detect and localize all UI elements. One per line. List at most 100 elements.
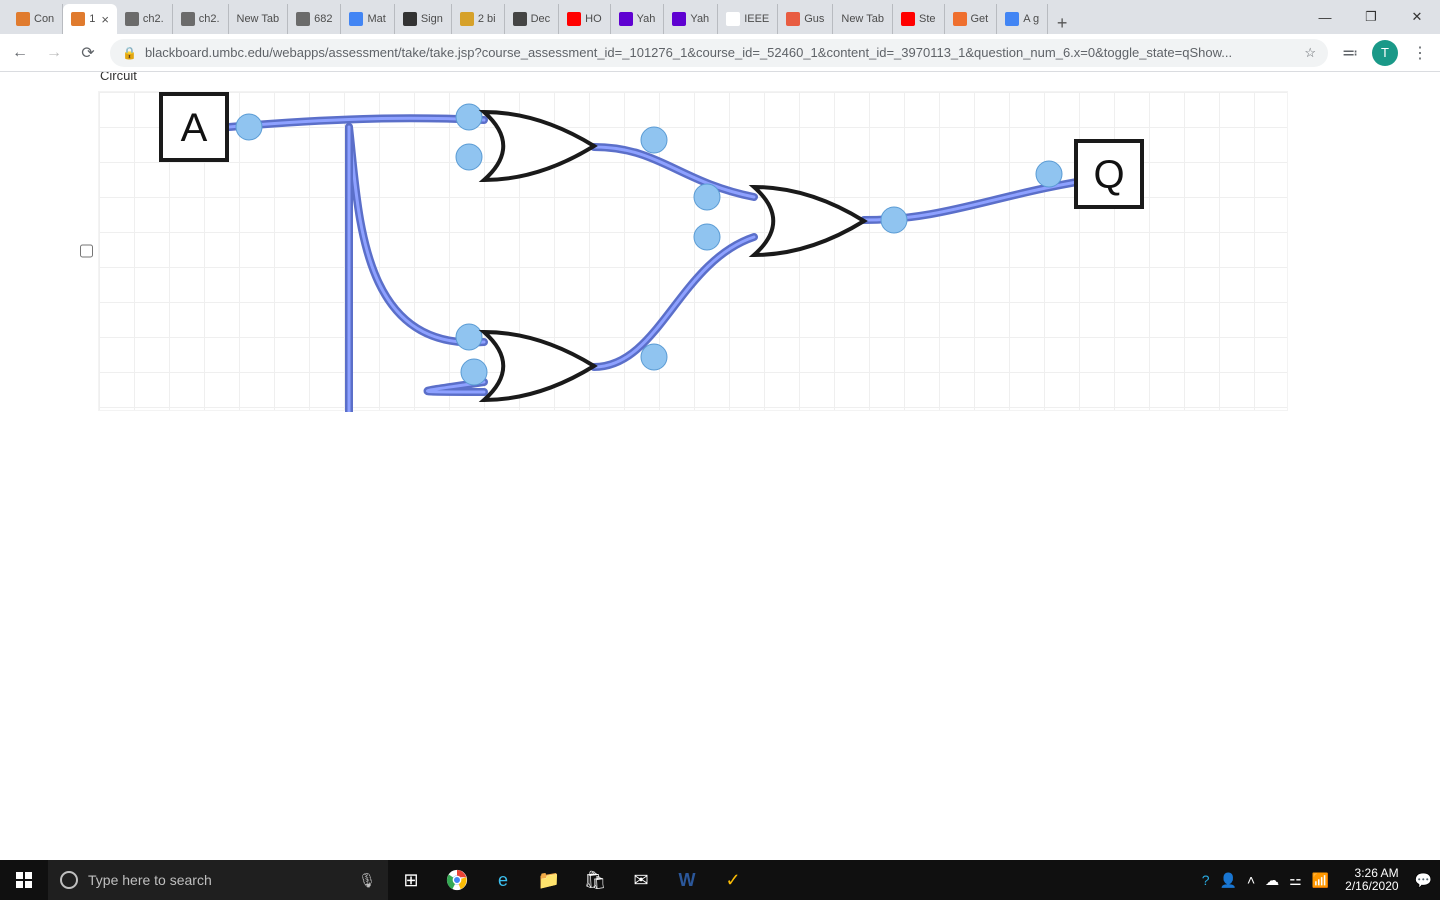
tab-favicon bbox=[349, 12, 363, 26]
tab-label: Yah bbox=[637, 13, 656, 25]
tab-label: ch2. bbox=[143, 13, 164, 25]
tab-label: Sign bbox=[421, 13, 443, 25]
circuit-2-checkbox[interactable] bbox=[80, 245, 93, 258]
browser-tab[interactable]: 682 bbox=[288, 4, 341, 34]
profile-avatar[interactable]: T bbox=[1372, 40, 1398, 66]
task-view-icon[interactable]: ⊞ bbox=[388, 860, 434, 900]
system-tray: ? 👤 ˄ ☁ ⚍ 📶 3:26 AM 2/16/2020 💬 bbox=[1194, 860, 1440, 900]
tab-label: Dec bbox=[531, 13, 551, 25]
menu-icon[interactable]: ⋮ bbox=[1408, 41, 1432, 65]
browser-tab[interactable]: Yah bbox=[611, 4, 665, 34]
tab-favicon bbox=[786, 12, 800, 26]
minimize-button[interactable]: ― bbox=[1302, 0, 1348, 34]
browser-tab[interactable]: Mat bbox=[341, 4, 394, 34]
tab-label: Gus bbox=[804, 13, 824, 25]
browser-tab[interactable]: HO bbox=[559, 4, 611, 34]
tab-label: HO bbox=[585, 13, 602, 25]
cortana-icon bbox=[60, 871, 78, 889]
onedrive-icon[interactable]: ☁ bbox=[1265, 872, 1279, 889]
start-button[interactable] bbox=[0, 860, 48, 900]
browser-tab[interactable]: New Tab bbox=[229, 4, 289, 34]
browser-tab[interactable]: 1× bbox=[63, 4, 117, 34]
mail-icon[interactable]: ✉ bbox=[618, 860, 664, 900]
people-icon[interactable]: 👤 bbox=[1220, 872, 1237, 889]
tab-favicon bbox=[16, 12, 30, 26]
tab-favicon bbox=[567, 12, 581, 26]
circuit-2-option: AQ bbox=[80, 91, 1440, 411]
tab-favicon bbox=[71, 12, 85, 26]
search-placeholder: Type here to search bbox=[88, 872, 212, 888]
browser-tab[interactable]: ch2. bbox=[173, 4, 229, 34]
tray-chevron-icon[interactable]: ˄ bbox=[1247, 872, 1255, 888]
tab-label: Mat bbox=[367, 13, 385, 25]
browser-tab[interactable]: Ste bbox=[893, 4, 945, 34]
tab-label: 682 bbox=[314, 13, 332, 25]
browser-tab[interactable]: Yah bbox=[664, 4, 718, 34]
reading-list-icon[interactable]: ≕ bbox=[1338, 41, 1362, 65]
tab-favicon bbox=[513, 12, 527, 26]
mic-icon[interactable]: 🎙 bbox=[358, 872, 376, 889]
browser-tab[interactable]: New Tab bbox=[833, 4, 893, 34]
tab-label: New Tab bbox=[841, 13, 884, 25]
tab-favicon bbox=[1005, 12, 1019, 26]
help-icon[interactable]: ? bbox=[1202, 872, 1210, 888]
address-bar: ← → ⟳ 🔒 blackboard.umbc.edu/webapps/asse… bbox=[0, 34, 1440, 72]
star-icon[interactable]: ☆ bbox=[1304, 45, 1316, 61]
close-tab-icon[interactable]: × bbox=[101, 12, 109, 27]
browser-tab[interactable]: 2 bi bbox=[452, 4, 505, 34]
browser-tab[interactable]: Get bbox=[945, 4, 998, 34]
circuit-2-canvas: AQ bbox=[98, 91, 1288, 411]
browser-tab[interactable]: Gus bbox=[778, 4, 833, 34]
window-controls: ― ❐ ✕ bbox=[1302, 0, 1440, 34]
url-text: blackboard.umbc.edu/webapps/assessment/t… bbox=[145, 45, 1296, 60]
close-window-button[interactable]: ✕ bbox=[1394, 0, 1440, 34]
taskbar-apps: ⊞ e 📁 🛍 ✉ W ✓ bbox=[388, 860, 756, 900]
tab-favicon bbox=[296, 12, 310, 26]
edge-icon[interactable]: e bbox=[480, 860, 526, 900]
maximize-button[interactable]: ❐ bbox=[1348, 0, 1394, 34]
norton-icon[interactable]: ✓ bbox=[710, 860, 756, 900]
tab-favicon bbox=[901, 12, 915, 26]
browser-tab[interactable]: ch2. bbox=[117, 4, 173, 34]
tab-label: New Tab bbox=[237, 13, 280, 25]
svg-text:Q: Q bbox=[1093, 153, 1124, 197]
windows-taskbar: Type here to search 🎙 ⊞ e 📁 🛍 ✉ W ✓ ? 👤 … bbox=[0, 860, 1440, 900]
tab-favicon bbox=[726, 12, 740, 26]
circuit-2-label: Circuit bbox=[100, 72, 1440, 83]
tab-favicon bbox=[672, 12, 686, 26]
chrome-icon[interactable] bbox=[434, 860, 480, 900]
tab-favicon bbox=[953, 12, 967, 26]
reload-button[interactable]: ⟳ bbox=[76, 41, 100, 65]
taskbar-search[interactable]: Type here to search 🎙 bbox=[48, 860, 388, 900]
tab-favicon bbox=[460, 12, 474, 26]
tab-favicon bbox=[181, 12, 195, 26]
tab-label: Get bbox=[971, 13, 989, 25]
browser-tab[interactable]: IEEE bbox=[718, 4, 778, 34]
lock-icon: 🔒 bbox=[122, 46, 137, 60]
url-box[interactable]: 🔒 blackboard.umbc.edu/webapps/assessment… bbox=[110, 39, 1328, 67]
browser-tab[interactable]: A g bbox=[997, 4, 1048, 34]
browser-tab[interactable]: Dec bbox=[505, 4, 560, 34]
page-content[interactable]: Question Completion Status: 123456789101… bbox=[0, 72, 1440, 860]
file-explorer-icon[interactable]: 📁 bbox=[526, 860, 572, 900]
tab-label: Yah bbox=[690, 13, 709, 25]
tab-favicon bbox=[619, 12, 633, 26]
word-icon[interactable]: W bbox=[664, 860, 710, 900]
tab-label: 1 bbox=[89, 13, 95, 25]
browser-tab-strip: Con1×ch2.ch2.New Tab682MatSign2 biDecHOY… bbox=[0, 0, 1440, 34]
tab-favicon bbox=[403, 12, 417, 26]
tab-label: 2 bi bbox=[478, 13, 496, 25]
tab-label: Ste bbox=[919, 13, 936, 25]
store-icon[interactable]: 🛍 bbox=[572, 860, 618, 900]
browser-tab[interactable]: Sign bbox=[395, 4, 452, 34]
tab-favicon bbox=[125, 12, 139, 26]
back-button[interactable]: ← bbox=[8, 41, 32, 65]
wifi-icon[interactable]: ⚍ bbox=[1289, 872, 1302, 889]
new-tab-button[interactable]: + bbox=[1048, 13, 1076, 34]
action-center-icon[interactable]: 💬 bbox=[1415, 872, 1432, 889]
forward-button[interactable]: → bbox=[42, 41, 66, 65]
browser-tab[interactable]: Con bbox=[8, 4, 63, 34]
taskbar-clock[interactable]: 3:26 AM 2/16/2020 bbox=[1339, 867, 1404, 893]
tab-label: Con bbox=[34, 13, 54, 25]
network-icon[interactable]: 📶 bbox=[1312, 872, 1329, 889]
